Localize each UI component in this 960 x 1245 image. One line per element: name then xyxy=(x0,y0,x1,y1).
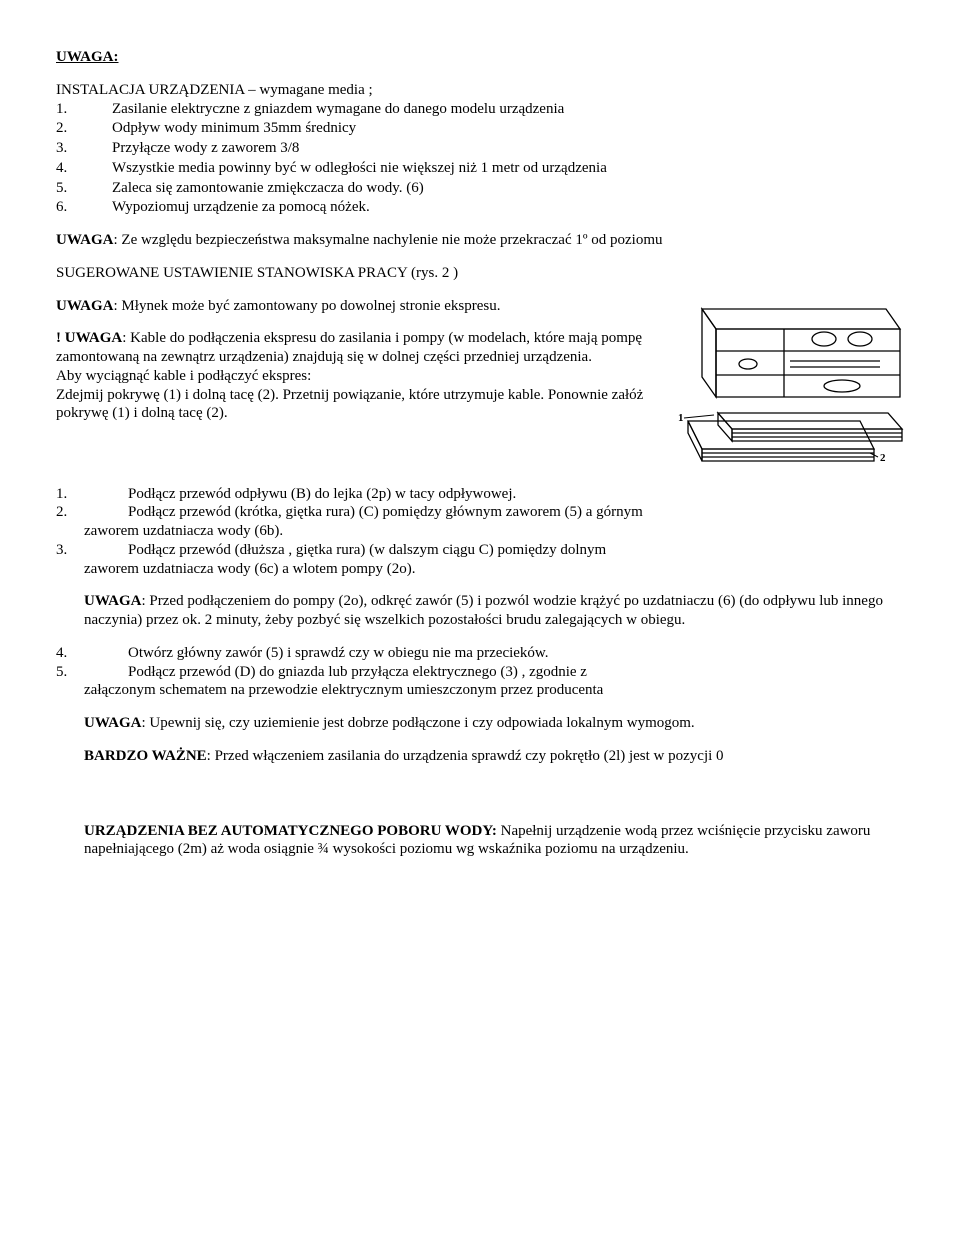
note-text: : Przed włączeniem zasilania do urządzen… xyxy=(207,748,724,764)
list-text: Wypoziomuj urządzenie za pomocą nóżek. xyxy=(112,198,904,217)
machine-figure: 1 2 xyxy=(674,301,904,471)
list-item: 2.Podłącz przewód (krótka, giętka rura) … xyxy=(56,503,904,522)
list-item: 1.Zasilanie elektryczne z gniazdem wymag… xyxy=(56,100,904,119)
list-text: Podłącz przewód odpływu (B) do lejka (2p… xyxy=(128,485,904,504)
important-note: BARDZO WAŻNE: Przed włączeniem zasilania… xyxy=(84,747,904,766)
list-item: 4.Otwórz główny zawór (5) i sprawdź czy … xyxy=(56,644,904,663)
list-item: 2.Odpływ wody minimum 35mm średnicy xyxy=(56,119,904,138)
note-text-line: Zdejmij pokrywę (1) i dolną tacę (2). Pr… xyxy=(56,387,643,422)
page-title: UWAGA: xyxy=(56,48,904,67)
list-item: 3.Podłącz przewód (dłuższa , giętka rura… xyxy=(56,541,904,560)
list-num: 3. xyxy=(56,139,112,158)
note-1: UWAGA: Ze względu bezpieczeństwa maksyma… xyxy=(56,231,904,250)
list-item: 4.Wszystkie media powinny być w odległoś… xyxy=(56,159,904,178)
fig-label-2: 2 xyxy=(880,452,886,464)
list-num: 1. xyxy=(56,100,112,119)
note-label: UWAGA xyxy=(84,715,142,731)
list-text: Podłącz przewód (dłuższa , giętka rura) … xyxy=(128,541,904,560)
list-num: 5. xyxy=(56,663,128,682)
suggested-heading: SUGEROWANE USTAWIENIE STANOWISKA PRACY (… xyxy=(56,264,904,283)
note-4: UWAGA: Przed podłączeniem do pompy (2o),… xyxy=(84,592,904,630)
list-num: 2. xyxy=(56,503,128,522)
note-label: ! UWAGA xyxy=(56,330,122,346)
list-num: 2. xyxy=(56,119,112,138)
note-label: UWAGA xyxy=(56,298,114,314)
list-cont: zaworem uzdatniacza wody (6b). xyxy=(84,522,904,541)
list-cont: załączonym schematem na przewodzie elekt… xyxy=(84,681,904,700)
note-text: : Młynek może być zamontowany po dowolne… xyxy=(114,298,501,314)
list-text: Zaleca się zamontowanie zmiękczacza do w… xyxy=(112,179,904,198)
note-label: UWAGA xyxy=(56,232,114,248)
list-num: 1. xyxy=(56,485,128,504)
list-item: 1.Podłącz przewód odpływu (B) do lejka (… xyxy=(56,485,904,504)
note-5: UWAGA: Upewnij się, czy uziemienie jest … xyxy=(84,714,904,733)
intro-line: INSTALACJA URZĄDZENIA – wymagane media ; xyxy=(56,81,904,100)
note-text: : Ze względu bezpieczeństwa maksymalne n… xyxy=(114,232,663,248)
list-text: Zasilanie elektryczne z gniazdem wymagan… xyxy=(112,100,904,119)
note-text: : Przed podłączeniem do pompy (2o), odkr… xyxy=(84,593,883,628)
list-text: Otwórz główny zawór (5) i sprawdź czy w … xyxy=(128,644,904,663)
note-text-line: Aby wyciągnąć kable i podłączyć ekspres: xyxy=(56,368,311,384)
note-label: UWAGA xyxy=(84,593,142,609)
list-item: 5.Zaleca się zamontowanie zmiękczacza do… xyxy=(56,179,904,198)
note-label: URZĄDZENIA BEZ AUTOMATYCZNEGO POBORU WOD… xyxy=(84,823,497,839)
fig-label-1: 1 xyxy=(678,412,684,424)
list-num: 4. xyxy=(56,159,112,178)
connect-list-a: 1.Podłącz przewód odpływu (B) do lejka (… xyxy=(56,485,904,579)
list-num: 4. xyxy=(56,644,128,663)
list-text: Wszystkie media powinny być w odległości… xyxy=(112,159,904,178)
list-text: Podłącz przewód (krótka, giętka rura) (C… xyxy=(128,503,904,522)
list-text: Podłącz przewód (D) do gniazda lub przył… xyxy=(128,663,904,682)
list-num: 6. xyxy=(56,198,112,217)
media-list: 1.Zasilanie elektryczne z gniazdem wymag… xyxy=(56,100,904,218)
list-item: 3.Przyłącze wody z zaworem 3/8 xyxy=(56,139,904,158)
list-num: 5. xyxy=(56,179,112,198)
list-cont: zaworem uzdatniacza wody (6c) a wlotem p… xyxy=(84,560,904,579)
list-num: 3. xyxy=(56,541,128,560)
note-text: : Upewnij się, czy uziemienie jest dobrz… xyxy=(142,715,695,731)
list-text: Odpływ wody minimum 35mm średnicy xyxy=(112,119,904,138)
list-text: Przyłącze wody z zaworem 3/8 xyxy=(112,139,904,158)
list-item: 5.Podłącz przewód (D) do gniazda lub prz… xyxy=(56,663,904,682)
note-label: BARDZO WAŻNE xyxy=(84,748,207,764)
device-note: URZĄDZENIA BEZ AUTOMATYCZNEGO POBORU WOD… xyxy=(84,822,904,860)
connect-list-b: 4.Otwórz główny zawór (5) i sprawdź czy … xyxy=(56,644,904,700)
note-text: : Kable do podłączenia ekspresu do zasil… xyxy=(56,330,642,365)
list-item: 6.Wypoziomuj urządzenie za pomocą nóżek. xyxy=(56,198,904,217)
